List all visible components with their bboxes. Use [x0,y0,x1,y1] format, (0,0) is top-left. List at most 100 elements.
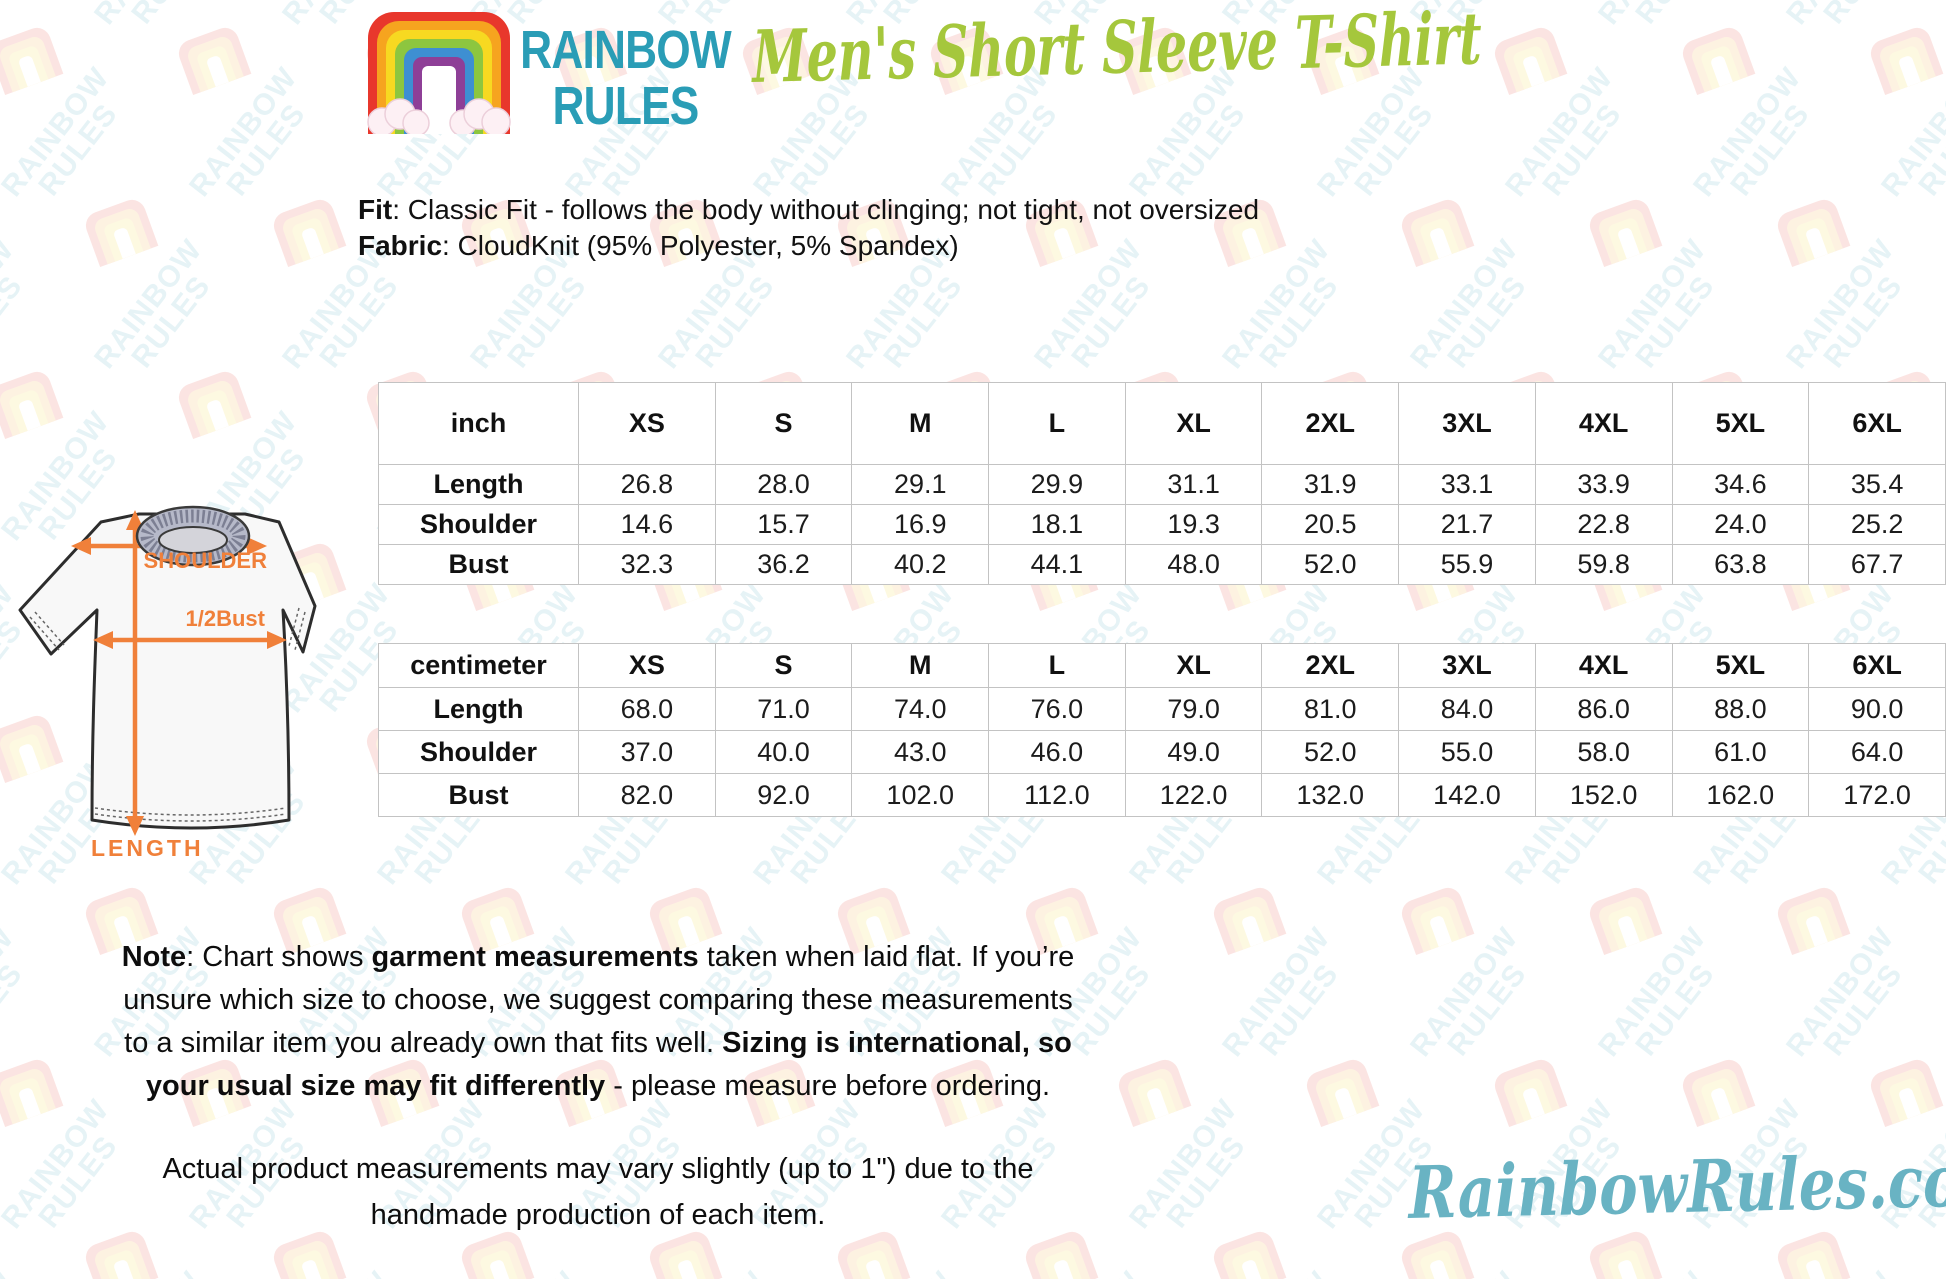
size-header: M [851,643,990,688]
measurement-cell: 40.2 [851,544,990,585]
measurement-cell: 48.0 [1124,544,1263,585]
watermark-rainbow-icon [1777,199,1853,280]
watermark-rainbow-icon [1494,1059,1570,1140]
watermark-rainbow-icon [85,199,161,280]
size-header-row: inch XS S M L XL 2XL 3XL 4XL 5XL 6XL [378,382,1946,465]
measurement-cell: 49.0 [1124,730,1263,774]
watermark-text: RAINBOW RULES [1592,0,1734,47]
size-header: 5XL [1671,643,1810,688]
measurement-row: Length 26.8 28.0 29.1 29.9 31.1 31.9 33.1 33.9 34… [378,464,1946,505]
watermark-text: RAINBOW RULES [0,1093,125,1235]
size-header: S [714,382,853,465]
watermark-rainbow-icon [1213,1231,1289,1279]
measurement-cell: 71.0 [714,687,853,731]
measurement-cell: 34.6 [1671,464,1810,505]
row-label: Bust [378,544,579,585]
watermark-text: RAINBOW RULES [652,1265,794,1279]
size-header: 2XL [1261,382,1400,465]
size-header-row: centimeter XS S M L XL 2XL 3XL 4XL 5XL 6XL [378,643,1946,688]
watermark-rainbow-icon [1589,887,1665,968]
fabric-label: Fabric [358,230,443,261]
watermark-rainbow-icon [1777,1231,1853,1279]
watermark-rainbow-icon [1777,887,1853,968]
tshirt-measurement-diagram: SHOULDER 1/2Bust LENGTH [18,505,317,861]
watermark-rainbow-icon [1118,1059,1194,1140]
size-header: 5XL [1671,382,1810,465]
bust-arrow [93,631,287,649]
size-header: 3XL [1398,382,1536,465]
row-label: Length [378,464,579,505]
measurement-cell: 90.0 [1808,687,1946,731]
size-header: XS [578,643,716,688]
watermark-text: RAINBOW RULES [1780,1265,1922,1279]
watermark-rainbow-icon [461,1231,537,1279]
measurement-cell: 61.0 [1671,730,1810,774]
watermark-rainbow-icon [273,199,349,280]
watermark-rainbow-icon [649,1231,725,1279]
watermark-text: RAINBOW RULES [1592,921,1722,1063]
measurement-row: Shoulder 37.0 40.0 43.0 46.0 49.0 52.0 55.0 58.0… [378,730,1946,774]
watermark-rainbow-icon [178,27,254,108]
size-header: 6XL [1808,382,1946,465]
measurement-cell: 55.0 [1398,730,1536,774]
watermark-rainbow-icon [273,1231,349,1279]
measurement-cell: 122.0 [1124,773,1263,817]
measurement-cell: 36.2 [714,544,853,585]
size-header: S [714,643,853,688]
watermark-rainbow-icon [0,371,66,452]
measurement-cell: 16.9 [851,504,990,545]
size-header: 4XL [1534,382,1673,465]
note-segment: - please measure before ordering. [605,1070,1051,1102]
watermark-rainbow-icon [1401,199,1477,280]
watermark-rainbow-icon [1682,1059,1758,1140]
size-header: 2XL [1261,643,1400,688]
measurement-cell: 19.3 [1124,504,1263,545]
watermark-rainbow-icon [1870,27,1946,108]
measurement-cell: 35.4 [1808,464,1946,505]
measurement-row: Length 68.0 71.0 74.0 76.0 79.0 81.0 84.0 86.0 88… [378,687,1946,731]
watermark-text: RAINBOW RULES [1780,921,1910,1063]
brand-line2: RULES [552,76,700,136]
watermark-rainbow-icon [1025,1231,1101,1279]
note-segment: Sizing is international, so your usual s… [145,1027,1072,1102]
watermark-rainbow-icon [837,1231,913,1279]
watermark-text: RAINBOW RULES [840,1265,982,1279]
shoulder-label: SHOULDER [144,548,268,573]
watermark-rainbow-icon [1306,1059,1382,1140]
note-segment: garment measurements [371,941,699,973]
measurement-cell: 46.0 [988,730,1126,774]
watermark-text: RAINBOW RULES [0,0,42,47]
measurement-cell: 92.0 [714,773,853,817]
watermark-rainbow-icon [1401,1231,1477,1279]
tshirt-outline [18,512,317,830]
measurement-cell: 15.7 [714,504,853,545]
measurement-cell: 64.0 [1808,730,1946,774]
brand-wordmark: RAINBOW RULES [514,22,737,134]
cloud-left-icon [367,98,430,134]
measurement-cell: 63.8 [1671,544,1810,585]
measurement-cell: 52.0 [1261,730,1400,774]
measurement-cell: 29.9 [988,464,1126,505]
watermark-text: RAINBOW RULES [88,1265,230,1279]
watermark-rainbow-icon [1682,27,1758,108]
watermark-rainbow-icon [1589,199,1665,280]
measurement-cell: 26.8 [578,464,716,505]
measurement-cell: 29.1 [851,464,990,505]
fabric-line: Fabric: CloudKnit (95% Polyester, 5% Spa… [358,228,1259,264]
measurement-cell: 76.0 [988,687,1126,731]
measurement-row: Shoulder 14.6 15.7 16.9 18.1 19.3 20.5 21.7 22.8… [378,504,1946,545]
watermark-text: RAINBOW RULES [276,1265,418,1279]
watermark-text: RAINBOW RULES [0,233,30,375]
measurement-cell: 20.5 [1261,504,1400,545]
measurement-cell: 28.0 [714,464,853,505]
measurement-cell: 24.0 [1671,504,1810,545]
watermark-text: RAINBOW RULES [0,1265,42,1279]
measurement-cell: 55.9 [1398,544,1536,585]
watermark-text: RAINBOW RULES [1592,1265,1734,1279]
watermark-text: RAINBOW RULES [1687,61,1817,203]
fabric-value: : CloudKnit (95% Polyester, 5% Spandex) [442,230,959,261]
size-header: 4XL [1534,643,1673,688]
watermark-text: RAINBOW RULES [1123,1093,1253,1235]
watermark-rainbow-icon [0,1059,66,1140]
